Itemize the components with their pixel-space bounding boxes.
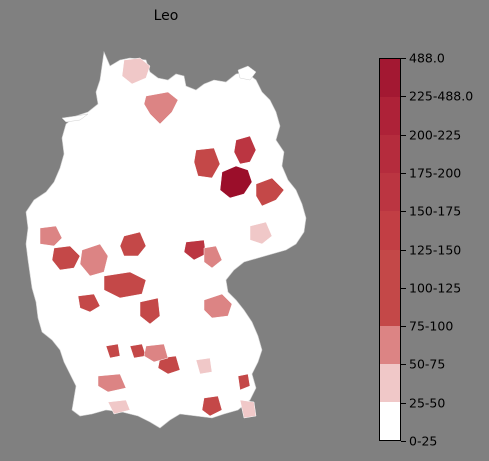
region-heilbronn xyxy=(105,343,181,375)
region-frankfurt xyxy=(103,271,147,299)
colorbar-tick-label: 25-50 xyxy=(409,395,446,411)
region-brandenburg xyxy=(193,147,285,207)
colorbar-segment xyxy=(380,173,400,212)
colorbar-tick-label: 488.0 xyxy=(409,50,445,66)
colorbar-segment xyxy=(380,59,400,98)
region-oberbayern xyxy=(97,343,169,393)
colorbar-tick xyxy=(401,441,406,442)
colorbar-tick-label: 150-175 xyxy=(409,203,462,219)
colorbar-tick-label: 175-200 xyxy=(409,165,462,181)
colorbar-segment xyxy=(380,211,400,250)
colorbar-segment xyxy=(380,363,400,402)
region-bodensee xyxy=(107,357,257,419)
colorbar-segment xyxy=(380,135,400,174)
north-islands xyxy=(61,65,257,123)
region-koeln xyxy=(51,231,147,271)
colorbar-tick xyxy=(401,364,406,366)
colorbar-tick-label: 50-75 xyxy=(409,356,446,372)
region-muenchen xyxy=(201,395,223,417)
colorbar xyxy=(379,58,401,441)
colorbar-segment xyxy=(380,97,400,136)
colorbar-segment xyxy=(380,249,400,288)
colorbar-tick xyxy=(401,249,406,251)
colorbar-tick-label: 0-25 xyxy=(409,433,438,449)
map-title: Leo xyxy=(153,8,179,24)
colorbar-segment xyxy=(380,325,400,364)
colorbar-tick-label: 225-488.0 xyxy=(409,88,474,104)
colorbar-segment xyxy=(380,287,400,326)
region-dresden xyxy=(203,245,233,319)
colorbar-tick xyxy=(401,326,406,328)
colorbar-tick xyxy=(401,402,406,404)
colorbar-tick-label: 125-150 xyxy=(409,242,462,257)
region-hamburg xyxy=(143,91,179,125)
region-brandenburg-south xyxy=(249,221,273,245)
colorbar-tick-label: 200-225 xyxy=(409,127,462,143)
region-mainz xyxy=(77,293,161,325)
region-potsdam xyxy=(219,165,253,199)
colorbar-tick xyxy=(401,287,406,289)
colorbar-tick xyxy=(401,211,406,213)
region-ruhr xyxy=(39,225,109,277)
colorbar-tick xyxy=(401,172,406,174)
colorbar-tick-label: 75-100 xyxy=(409,318,454,334)
colorbar-tick xyxy=(401,58,406,59)
colorbar-segment xyxy=(380,401,400,440)
colorbar-tick xyxy=(401,134,406,136)
colorbar-tick-label: 100-125 xyxy=(409,280,462,296)
region-jena xyxy=(183,239,207,261)
region-schleswig-holstein xyxy=(121,57,151,85)
colorbar-tick xyxy=(401,96,406,98)
region-berlin-east xyxy=(233,135,257,165)
region-passau xyxy=(237,373,251,391)
